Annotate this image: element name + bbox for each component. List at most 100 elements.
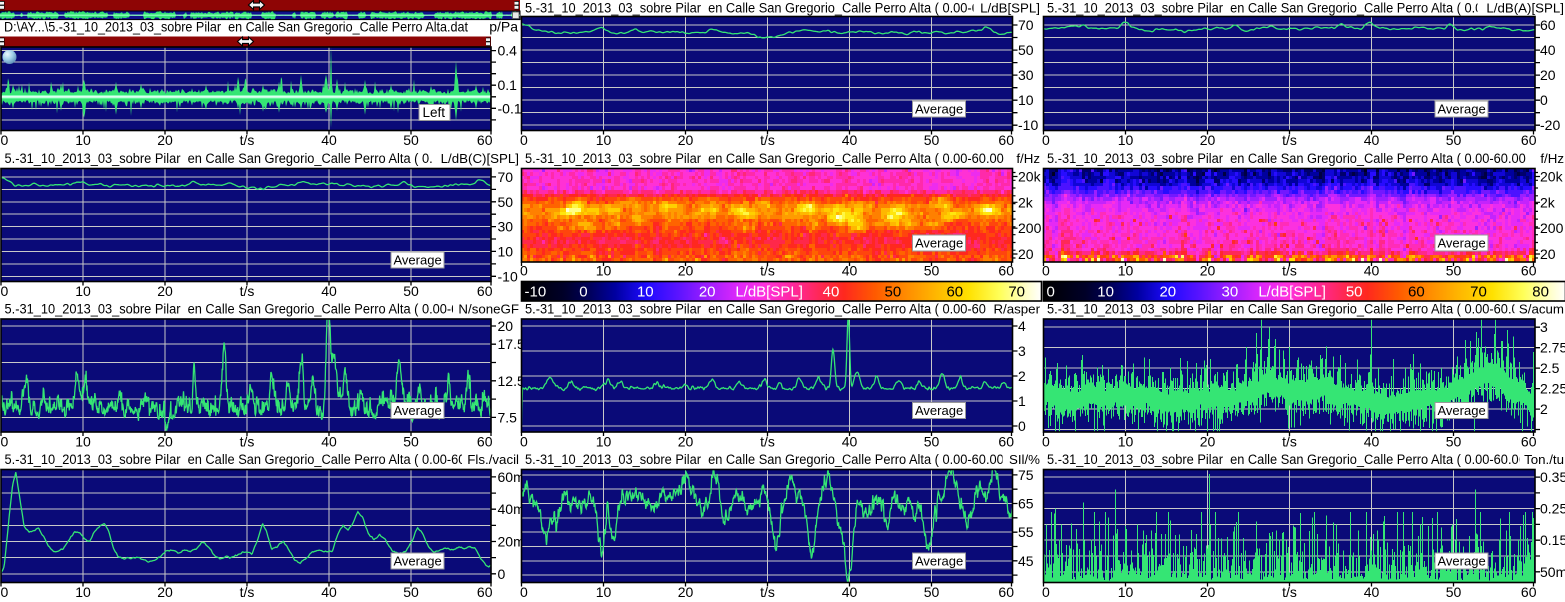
svg-text:20: 20 bbox=[498, 318, 514, 334]
svg-text:10: 10 bbox=[637, 284, 654, 301]
svg-text:0: 0 bbox=[1042, 434, 1050, 450]
svg-text:10: 10 bbox=[1118, 434, 1134, 450]
svg-text:0: 0 bbox=[1, 132, 9, 148]
svg-text:50: 50 bbox=[1446, 434, 1462, 450]
svg-text:5.-31_10_2013_03_sobre Pilar: 5.-31_10_2013_03_sobre Pilar en Calle Sa… bbox=[1047, 1, 1540, 16]
svg-text:10: 10 bbox=[75, 283, 91, 299]
svg-text:20: 20 bbox=[1018, 246, 1034, 262]
svg-text:20: 20 bbox=[1200, 584, 1216, 600]
svg-text:20: 20 bbox=[1540, 67, 1556, 83]
svg-text:60: 60 bbox=[1521, 584, 1537, 600]
svg-text:t/s: t/s bbox=[1282, 434, 1297, 450]
svg-text:5.-31_10_2013_03_sobre Pilar: 5.-31_10_2013_03_sobre Pilar en Calle Sa… bbox=[1047, 452, 1540, 467]
svg-text:20: 20 bbox=[678, 434, 694, 450]
svg-text:2: 2 bbox=[1018, 368, 1026, 384]
svg-text:60: 60 bbox=[477, 283, 493, 299]
svg-text:40: 40 bbox=[1364, 434, 1380, 450]
svg-text:0: 0 bbox=[520, 132, 528, 148]
svg-text:40: 40 bbox=[1364, 263, 1380, 279]
svg-text:60: 60 bbox=[1408, 284, 1425, 301]
svg-text:L/dB(A)[SPL]: L/dB(A)[SPL] bbox=[1486, 1, 1564, 16]
svg-text:45: 45 bbox=[1018, 553, 1034, 569]
svg-text:R/asper: R/asper bbox=[993, 302, 1040, 317]
svg-text:50: 50 bbox=[924, 132, 940, 148]
svg-text:Left: Left bbox=[423, 105, 446, 120]
svg-text:Average: Average bbox=[394, 253, 442, 268]
svg-text:40: 40 bbox=[321, 283, 337, 299]
svg-text:Average: Average bbox=[1438, 403, 1486, 418]
svg-text:Average: Average bbox=[1438, 236, 1486, 251]
svg-text:0: 0 bbox=[520, 434, 528, 450]
svg-text:Average: Average bbox=[915, 102, 963, 117]
svg-text:p/Pa: p/Pa bbox=[489, 19, 518, 35]
svg-text:20: 20 bbox=[157, 434, 173, 450]
svg-text:60: 60 bbox=[998, 132, 1014, 148]
svg-text:20: 20 bbox=[678, 584, 694, 600]
svg-text:50: 50 bbox=[403, 283, 419, 299]
svg-text:0: 0 bbox=[1, 434, 9, 450]
svg-text:60m: 60m bbox=[498, 469, 525, 485]
svg-text:t/s: t/s bbox=[760, 132, 775, 148]
svg-text:20: 20 bbox=[1200, 132, 1216, 148]
svg-text:20: 20 bbox=[1200, 263, 1216, 279]
svg-text:50: 50 bbox=[403, 584, 419, 600]
svg-text:10: 10 bbox=[1118, 132, 1134, 148]
svg-text:-20: -20 bbox=[1540, 117, 1560, 133]
svg-text:20: 20 bbox=[678, 132, 694, 148]
svg-text:Average: Average bbox=[915, 236, 963, 251]
svg-text:2k: 2k bbox=[1018, 194, 1034, 210]
svg-text:3: 3 bbox=[1018, 343, 1026, 359]
svg-text:5.-31_10_2013_03_sobre Pilar: 5.-31_10_2013_03_sobre Pilar en Calle Sa… bbox=[525, 1, 1018, 16]
svg-text:20k: 20k bbox=[1018, 169, 1042, 185]
svg-text:t/s: t/s bbox=[240, 132, 255, 148]
svg-text:50: 50 bbox=[1446, 584, 1462, 600]
svg-text:10: 10 bbox=[596, 263, 612, 279]
svg-text:20: 20 bbox=[157, 584, 173, 600]
svg-text:20: 20 bbox=[1540, 246, 1556, 262]
svg-text:0: 0 bbox=[579, 284, 587, 301]
svg-text:Average: Average bbox=[1438, 102, 1486, 117]
svg-text:60: 60 bbox=[477, 132, 493, 148]
svg-text:60: 60 bbox=[998, 263, 1014, 279]
svg-text:-10: -10 bbox=[1018, 117, 1038, 133]
svg-text:t/s: t/s bbox=[240, 283, 255, 299]
svg-text:20: 20 bbox=[699, 284, 716, 301]
svg-text:5.-31_10_2013_03_sobre Pilar: 5.-31_10_2013_03_sobre Pilar en Calle Sa… bbox=[1047, 151, 1540, 166]
svg-text:40: 40 bbox=[1540, 42, 1556, 58]
svg-text:2: 2 bbox=[1540, 401, 1548, 417]
svg-text:Average: Average bbox=[394, 403, 442, 418]
svg-text:200: 200 bbox=[1018, 220, 1042, 236]
svg-text:60: 60 bbox=[998, 434, 1014, 450]
svg-text:20: 20 bbox=[157, 132, 173, 148]
svg-text:0: 0 bbox=[1540, 92, 1548, 108]
svg-text:5.-31_10_2013_03_sobre Pilar: 5.-31_10_2013_03_sobre Pilar en Calle Sa… bbox=[525, 302, 1018, 317]
svg-text:50: 50 bbox=[924, 263, 940, 279]
svg-text:10: 10 bbox=[75, 584, 91, 600]
svg-text:50: 50 bbox=[1446, 263, 1462, 279]
svg-text:t/s: t/s bbox=[760, 434, 775, 450]
svg-text:20: 20 bbox=[678, 263, 694, 279]
svg-text:60: 60 bbox=[1521, 434, 1537, 450]
svg-text:50: 50 bbox=[498, 194, 514, 210]
svg-text:Fls./vacil: Fls./vacil bbox=[467, 452, 519, 467]
svg-text:10: 10 bbox=[596, 434, 612, 450]
svg-text:17.5: 17.5 bbox=[498, 336, 525, 352]
svg-text:40: 40 bbox=[321, 434, 337, 450]
svg-text:40: 40 bbox=[842, 263, 858, 279]
svg-text:Average: Average bbox=[915, 403, 963, 418]
svg-text:60: 60 bbox=[1521, 263, 1537, 279]
svg-text:20: 20 bbox=[157, 283, 173, 299]
svg-text:D:\AY...\5.-31_10_2013_03_sobr: D:\AY...\5.-31_10_2013_03_sobre Pilar en… bbox=[4, 19, 468, 35]
svg-text:40: 40 bbox=[1364, 132, 1380, 148]
svg-text:0: 0 bbox=[520, 584, 528, 600]
svg-text:60: 60 bbox=[1521, 132, 1537, 148]
svg-text:-10: -10 bbox=[498, 268, 518, 284]
svg-text:5.-31_10_2013_03_sobre Pilar: 5.-31_10_2013_03_sobre Pilar en Calle Sa… bbox=[525, 151, 1018, 166]
svg-text:5.-31_10_2013_03_sobre Pilar: 5.-31_10_2013_03_sobre Pilar en Calle Sa… bbox=[5, 151, 498, 166]
svg-text:Average: Average bbox=[915, 554, 963, 569]
svg-text:10: 10 bbox=[1018, 92, 1034, 108]
svg-text:0: 0 bbox=[1018, 418, 1026, 434]
svg-text:3: 3 bbox=[1540, 319, 1548, 335]
svg-text:10: 10 bbox=[75, 132, 91, 148]
svg-text:10: 10 bbox=[596, 584, 612, 600]
